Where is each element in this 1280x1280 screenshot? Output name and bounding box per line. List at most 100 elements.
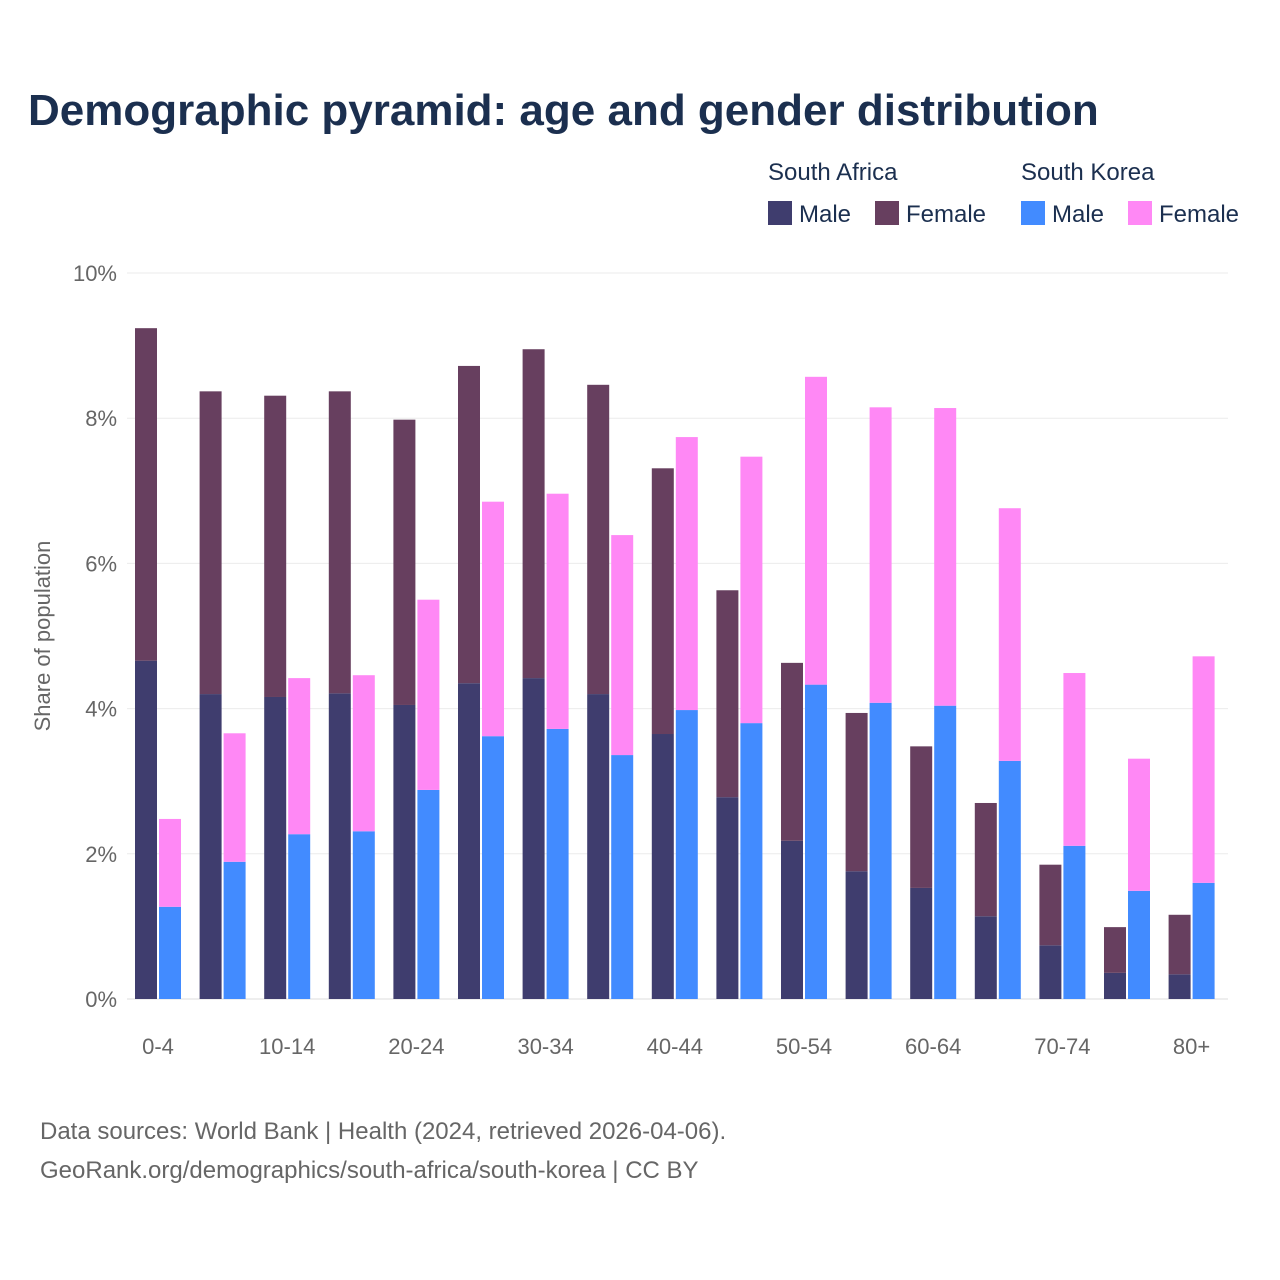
legend-group-south-korea: South Korea <box>1021 159 1155 186</box>
bar-south-africa-male <box>1168 974 1191 999</box>
group-25-29 <box>458 365 504 999</box>
group-10-14 <box>264 395 311 999</box>
bar-south-africa-female <box>328 391 351 694</box>
bar-south-korea-female <box>482 501 504 737</box>
bar-south-africa-male <box>974 916 997 999</box>
x-tick-label: 60-64 <box>905 1034 961 1059</box>
bar-south-korea-male <box>934 705 957 999</box>
bar-south-africa-male <box>1104 972 1126 999</box>
legend-swatch-sa-male <box>768 201 792 225</box>
footer-source: Data sources: World Bank | Health (2024,… <box>40 1118 726 1145</box>
bar-south-africa-female <box>781 662 803 841</box>
bar-south-africa-female <box>393 419 416 705</box>
bar-south-africa-female <box>522 349 545 679</box>
y-axis-label: Share of population <box>30 541 55 732</box>
bar-south-africa-female <box>199 391 222 695</box>
bar-south-africa-female <box>1104 927 1126 973</box>
bar-south-africa-male <box>910 887 933 999</box>
bar-south-africa-female <box>587 384 610 695</box>
x-tick-label: 70-74 <box>1034 1034 1090 1059</box>
bar-south-korea-male <box>482 736 504 999</box>
x-tick-label: 80+ <box>1173 1034 1210 1059</box>
bar-south-korea-female <box>611 535 634 756</box>
legend-swatch-sk-male <box>1021 201 1045 225</box>
y-tick-label: 8% <box>85 406 117 431</box>
bar-south-korea-female <box>998 508 1021 761</box>
bar-south-africa-male <box>458 683 480 999</box>
x-tick-label: 20-24 <box>388 1034 444 1059</box>
bar-south-africa-female <box>264 395 287 697</box>
legend-swatch-sk-female <box>1128 201 1152 225</box>
bar-south-korea-male <box>611 755 634 999</box>
bar-south-korea-male <box>417 789 440 999</box>
group-50-54 <box>781 376 827 999</box>
bar-south-africa-male <box>651 734 674 999</box>
bar-south-africa-female <box>910 746 933 888</box>
bar-south-korea-female <box>159 818 181 907</box>
bar-south-korea-male <box>869 702 892 999</box>
legend-label-sk-male: Male <box>1052 201 1104 228</box>
bar-south-africa-male <box>845 871 868 999</box>
x-tick-label: 30-34 <box>517 1034 573 1059</box>
bar-south-korea-female <box>352 675 375 832</box>
bar-south-africa-male <box>264 696 287 999</box>
bar-south-korea-female <box>417 599 440 790</box>
group-65-69 <box>974 508 1021 999</box>
bar-south-africa-male <box>522 678 545 999</box>
group-70-74 <box>1039 673 1086 999</box>
group-15-19 <box>328 391 375 999</box>
bar-south-africa-male <box>781 840 803 999</box>
bar-south-korea-female <box>546 493 569 729</box>
bar-south-korea-female <box>1192 656 1215 883</box>
bar-south-korea-female <box>675 437 698 711</box>
y-tick-label: 2% <box>85 842 117 867</box>
group-80+ <box>1168 656 1215 999</box>
x-tick-label: 40-44 <box>647 1034 703 1059</box>
bar-south-korea-male <box>1192 882 1215 999</box>
legend-label-sa-female: Female <box>906 201 986 228</box>
bar-south-korea-male <box>352 831 375 999</box>
bar-south-korea-female <box>1063 673 1086 846</box>
bar-south-korea-male <box>805 684 827 999</box>
y-tick-label: 0% <box>85 987 117 1012</box>
bar-south-korea-male <box>223 861 246 999</box>
bar-south-africa-male <box>135 660 157 999</box>
bar-south-africa-male <box>328 693 351 999</box>
group-5-9 <box>199 391 246 999</box>
legend-label-sa-male: Male <box>799 201 851 228</box>
bar-south-africa-female <box>651 468 674 735</box>
bar-south-korea-male <box>288 834 311 999</box>
bar-south-korea-female <box>288 678 311 835</box>
bar-south-africa-female <box>716 590 739 798</box>
bar-south-korea-male <box>546 728 569 999</box>
bar-south-korea-male <box>998 760 1021 999</box>
bar-south-korea-female <box>805 376 827 685</box>
bar-south-korea-female <box>869 407 892 703</box>
bar-south-africa-female <box>135 328 157 661</box>
bar-south-africa-female <box>1168 914 1191 975</box>
bar-south-korea-female <box>223 733 246 862</box>
bar-south-africa-male <box>199 694 222 999</box>
group-60-64 <box>910 408 957 999</box>
bar-south-africa-male <box>1039 945 1062 999</box>
bar-south-korea-male <box>159 906 181 999</box>
bar-south-korea-female <box>1128 758 1150 891</box>
x-tick-label: 50-54 <box>776 1034 832 1059</box>
bar-south-korea-female <box>740 456 763 724</box>
group-45-49 <box>716 456 763 999</box>
chart-title: Demographic pyramid: age and gender dist… <box>28 86 1099 135</box>
bar-south-africa-female <box>845 712 868 872</box>
x-tick-label: 10-14 <box>259 1034 315 1059</box>
group-40-44 <box>651 437 698 999</box>
y-tick-label: 4% <box>85 697 117 722</box>
x-tick-label: 0-4 <box>142 1034 174 1059</box>
legend-swatch-sa-female <box>875 201 899 225</box>
group-30-34 <box>522 349 569 999</box>
group-35-39 <box>587 384 634 999</box>
y-tick-label: 10% <box>73 261 117 286</box>
bar-south-africa-female <box>974 802 997 917</box>
bar-south-korea-male <box>1128 890 1150 999</box>
bar-south-africa-male <box>716 797 739 999</box>
group-75-79 <box>1104 758 1150 999</box>
